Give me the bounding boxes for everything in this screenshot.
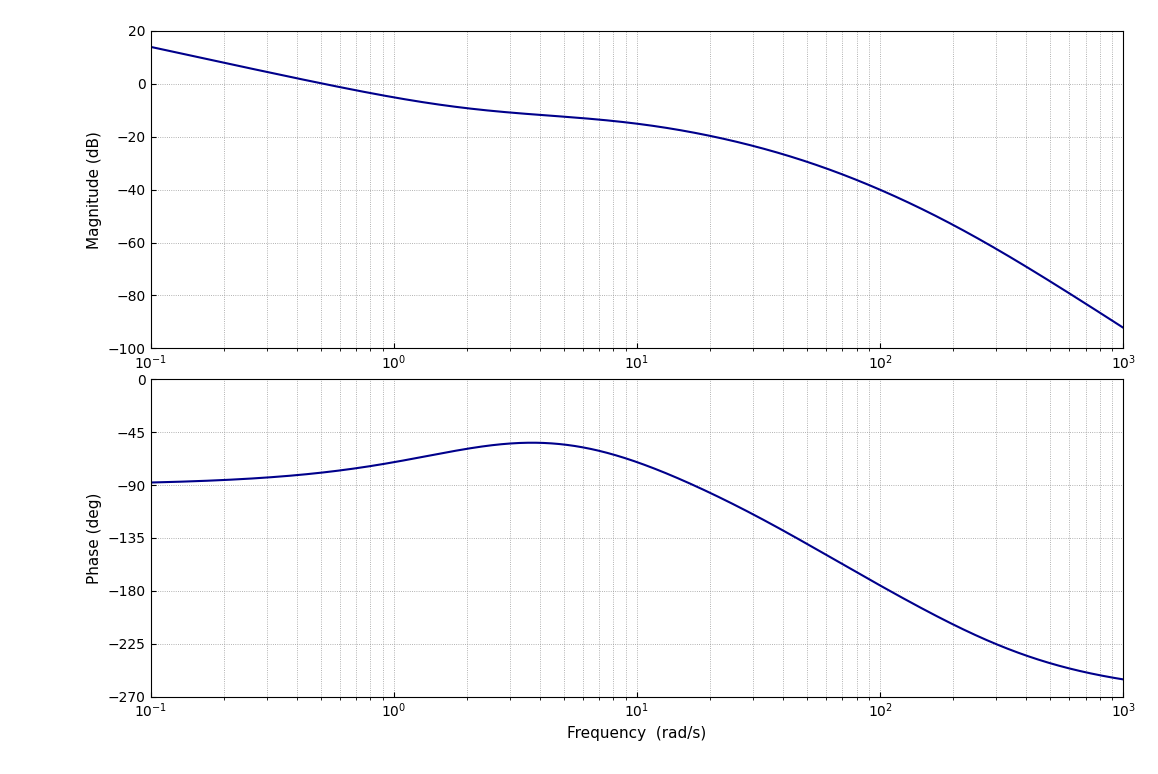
Y-axis label: Phase (deg): Phase (deg) xyxy=(87,492,102,584)
Y-axis label: Magnitude (dB): Magnitude (dB) xyxy=(87,131,102,248)
X-axis label: Frequency  (rad/s): Frequency (rad/s) xyxy=(567,725,706,741)
